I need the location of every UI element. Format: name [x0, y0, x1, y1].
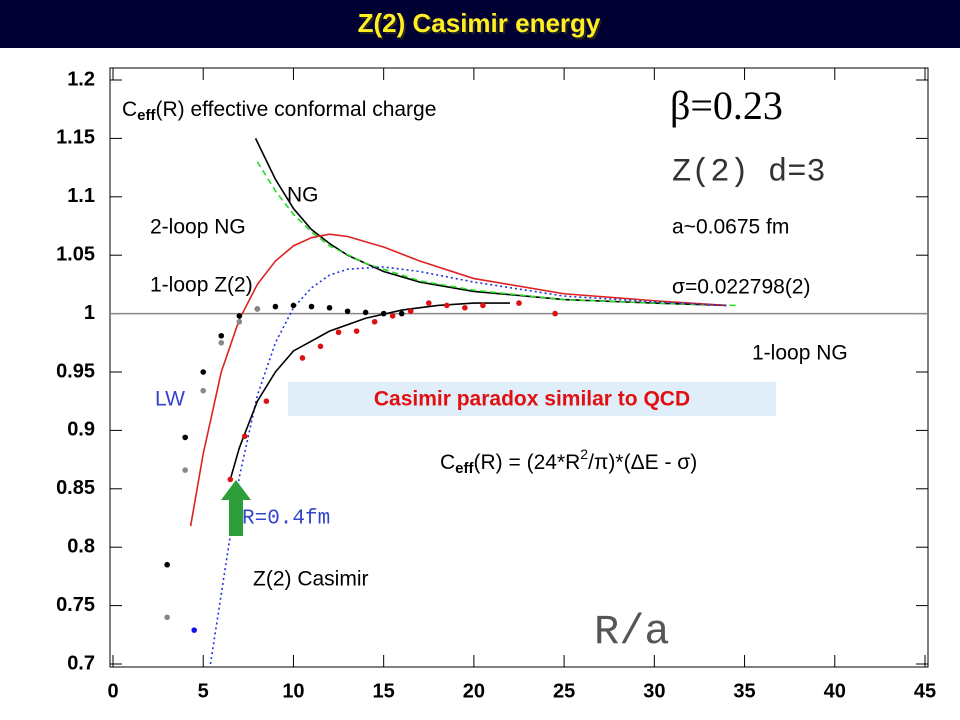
x-tick-label: 40: [824, 680, 846, 702]
x-tick-label: 5: [198, 680, 209, 702]
y-tick-label: 1.15: [56, 127, 95, 149]
x-tick-label: 45: [914, 680, 936, 702]
data-point: [272, 303, 279, 310]
data-point: [182, 467, 188, 473]
data-point: [552, 310, 558, 317]
data-point: [290, 302, 297, 309]
data-point: [218, 332, 225, 339]
y-tick-label: 0.8: [67, 535, 95, 557]
y-tick-label: 0.9: [67, 419, 95, 441]
data-point: [200, 387, 207, 394]
annotation: 2-loop NG: [150, 216, 246, 239]
x-tick-label: 15: [373, 680, 395, 702]
plot: 0.7 0.75 0.8 0.85 0.9 0.95 1 1.05 1.1 1.15 1.2 0 5 10…: [56, 68, 936, 702]
data-point: [317, 343, 324, 350]
annotation-sub: eff: [137, 107, 156, 124]
annotation: Z(2) d=3: [672, 153, 826, 190]
data-point: [389, 313, 396, 319]
x-tick-label: 30: [643, 680, 665, 702]
data-point: [218, 340, 225, 346]
data-point: [191, 627, 197, 633]
data-point: [371, 318, 378, 325]
x-tick-label: 20: [463, 680, 485, 702]
data-point: [462, 304, 468, 311]
x-axis-label: R/a: [594, 608, 670, 656]
y-tick-label: 0.75: [56, 594, 95, 616]
data-point: [200, 369, 207, 375]
data-point: [398, 310, 405, 317]
annotation: Ceff(R) effective conformal charge: [122, 98, 436, 124]
data-point: [164, 561, 170, 568]
data-point: [380, 310, 387, 317]
title-banner: [0, 0, 960, 48]
x-tick-label: 10: [282, 680, 304, 702]
y-tick-label: 1: [84, 302, 95, 324]
title-shadow: Z(2) Casimir energy: [360, 10, 603, 40]
data-point: [299, 355, 306, 361]
formula-part: C: [440, 451, 455, 474]
y-tick-label: 0.95: [56, 360, 95, 382]
arrow: [221, 480, 251, 536]
x-tick-label: 0: [107, 680, 118, 702]
data-point: [308, 303, 315, 310]
annotation-part: C: [122, 98, 137, 121]
data-point: [425, 300, 432, 306]
annotation: 1-loop Z(2): [150, 274, 253, 297]
plot-frame: [109, 67, 929, 668]
x-tick-label: 35: [733, 680, 755, 702]
annotation: β=0.23: [670, 83, 783, 128]
callout-box: [288, 382, 776, 416]
callout: Casimir paradox similar to QCD: [374, 388, 690, 411]
annotation: Z(2) Casimir: [253, 568, 369, 591]
data-point: [236, 313, 243, 319]
curve: [229, 302, 510, 480]
annotation: 1-loop NG: [752, 342, 848, 365]
data-point: [263, 398, 270, 405]
data-point: [227, 476, 234, 483]
y-tick-label: 1.2: [67, 68, 95, 90]
y-tick-label: 1.1: [67, 185, 95, 207]
data-point: [344, 308, 351, 315]
data-point: [241, 433, 248, 440]
curve: [256, 161, 736, 307]
data-point: [326, 304, 333, 311]
formula-sub: eff: [455, 460, 474, 477]
data-point: [362, 309, 369, 316]
data-point: [444, 302, 450, 309]
title: Z(2) Casimir energy: [358, 8, 601, 38]
y-tick-label: 0.85: [56, 477, 95, 499]
data-point: [236, 318, 243, 325]
data-point: [407, 308, 414, 315]
data-point: [182, 434, 188, 441]
annotation: σ=0.022798(2): [672, 276, 810, 299]
curve: [209, 266, 727, 665]
data-point: [164, 614, 170, 621]
data-point: [516, 300, 522, 306]
x-tick-label: 25: [553, 680, 575, 702]
curve: [189, 233, 727, 527]
formula-part: (R) = (24*R: [474, 451, 581, 474]
formula-part: /π)*(ΔE - σ): [588, 451, 697, 474]
annotation: R=0.4fm: [242, 508, 330, 531]
annotation-part: (R) effective conformal charge: [156, 98, 437, 121]
annotation: a~0.0675 fm: [672, 216, 789, 239]
formula: Ceff(R) = (24*R2/π)*(ΔE - σ): [440, 446, 697, 477]
annotation: NG: [287, 184, 319, 207]
data-point: [353, 328, 360, 334]
data-point: [335, 329, 342, 336]
curve: [254, 138, 727, 307]
annotation: LW: [155, 388, 185, 411]
y-tick-label: 1.05: [56, 243, 95, 265]
data-point: [480, 302, 486, 309]
formula-sup: 2: [580, 446, 588, 462]
data-point: [254, 306, 261, 312]
y-tick-label: 0.7: [67, 652, 95, 674]
